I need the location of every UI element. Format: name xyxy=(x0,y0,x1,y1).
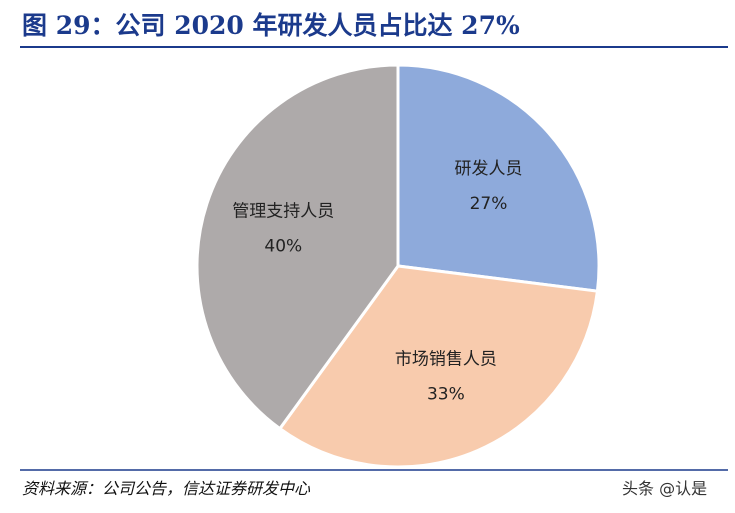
slice-label: 管理支持人员 xyxy=(232,202,334,222)
slice-value-label: 33% xyxy=(427,385,465,405)
watermark: 头条 @认是 xyxy=(622,479,707,498)
slice-label: 研发人员 xyxy=(454,159,522,179)
pie-slice xyxy=(195,63,400,431)
slice-value-label: 27% xyxy=(470,194,508,214)
source: 资料来源：公司公告，信达证券研发中心 xyxy=(22,479,311,498)
slice-label: 市场销售人员 xyxy=(395,350,497,370)
slice-value-label: 40% xyxy=(264,237,302,257)
pie-slice xyxy=(277,264,600,469)
chart-title: 图 29：公司 2020 年研发人员占比达 27% xyxy=(22,11,520,40)
pie-slice xyxy=(396,63,601,293)
